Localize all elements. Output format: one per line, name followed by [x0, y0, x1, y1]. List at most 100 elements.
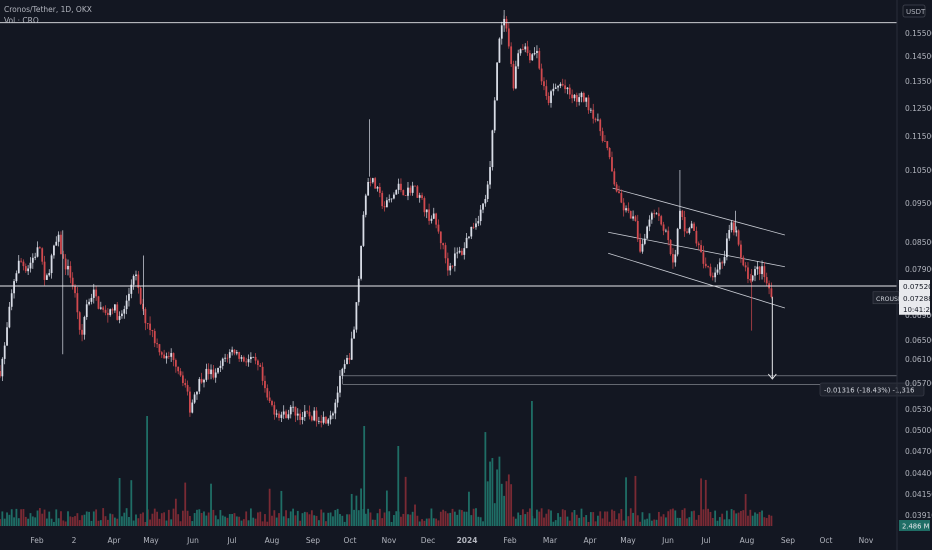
volume-bar [627, 516, 630, 526]
candle-body [259, 365, 262, 367]
volume-bar [285, 510, 287, 526]
time-tick-label: 2024 [457, 536, 478, 545]
candle-body [221, 358, 224, 366]
last-price-tag-box [899, 291, 930, 315]
volume-bar [761, 510, 763, 526]
candle-body [327, 419, 330, 424]
candle-body [360, 245, 362, 279]
candle-body [545, 86, 548, 97]
volume-bar [57, 518, 60, 526]
volume-bar [489, 461, 491, 526]
volume-bar [597, 515, 599, 526]
candle-body [177, 366, 180, 372]
volume-bar [688, 517, 691, 526]
volume-bar [657, 511, 660, 526]
price-tick-label: 0.03910 [905, 511, 932, 520]
volume-bar [142, 512, 144, 526]
volume-bar [219, 510, 222, 526]
time-axis[interactable]: Feb 2 Apr May Jun Jul Aug Sep Oct Nov Dec 2024 Feb Ma… [30, 536, 874, 545]
candle-body [346, 357, 348, 365]
candle-body [278, 413, 280, 418]
volume-bar [744, 494, 747, 526]
candle-body [254, 356, 257, 361]
volume-bar [566, 516, 569, 526]
candle-body [737, 230, 740, 245]
volume-bar [292, 508, 294, 526]
volume-bar [224, 516, 226, 526]
volume-bar [716, 520, 719, 526]
candle-body [214, 372, 217, 378]
volume-bar [618, 513, 620, 526]
candle-body [308, 411, 311, 417]
volume-bar [156, 511, 158, 526]
volume-bar [514, 518, 517, 526]
volume-bar [17, 518, 20, 526]
volume-bar [268, 488, 271, 526]
volume-bar [742, 510, 745, 526]
volume-bar [470, 515, 473, 526]
volume-bar [191, 521, 194, 526]
candle-body [594, 118, 597, 121]
volume-bar [62, 520, 65, 526]
volume-bar [524, 514, 527, 526]
candle-body [765, 277, 768, 284]
volume-bar [217, 519, 219, 526]
symbol-title[interactable]: Cronos/Tether, 1D, OKX [4, 5, 92, 14]
candle-body [585, 97, 588, 102]
volume-bar [303, 511, 306, 526]
candle-body [385, 200, 388, 208]
candle-body [156, 343, 158, 345]
volume-bar [482, 521, 484, 526]
volume-bar [679, 517, 681, 526]
candle-body [573, 94, 576, 99]
volume-bar [711, 517, 714, 526]
volume-legend[interactable]: Vol · CRO [4, 16, 39, 25]
volume-bar [674, 510, 677, 526]
candle-body [264, 380, 266, 389]
time-tick-label: Oct [820, 536, 833, 545]
candle-body [339, 375, 341, 393]
candle-body [249, 356, 252, 360]
candle-body [688, 228, 691, 233]
volume-bar [174, 498, 177, 526]
volume-bar [125, 508, 128, 526]
candle-body [393, 194, 395, 199]
candle-body [186, 385, 189, 392]
volume-bar [106, 519, 109, 526]
candle-body [582, 92, 585, 102]
candle-body [29, 262, 32, 269]
candle-body [681, 210, 684, 218]
volume-bar [439, 511, 442, 526]
volume-bar [552, 521, 555, 526]
candle-body [355, 302, 358, 330]
volume-bar [707, 508, 710, 526]
candle-body [92, 289, 95, 298]
candle-body [193, 394, 196, 403]
candle-body [552, 88, 555, 92]
candle-body [744, 265, 747, 268]
volume-bar [728, 519, 731, 526]
candle-body [444, 245, 447, 259]
candle-body [336, 392, 339, 403]
volume-bar [60, 511, 62, 526]
volume-bar [85, 511, 88, 526]
candle-body [636, 220, 639, 240]
volume-bar [700, 478, 702, 526]
volume-bar [64, 521, 67, 526]
volume-bar [615, 519, 618, 526]
candle-body [261, 366, 264, 381]
volume-bar [683, 508, 686, 526]
candle-body [315, 410, 318, 422]
candle-body [730, 222, 733, 231]
volume-bar [205, 515, 208, 526]
candle-body [184, 383, 187, 386]
candle-body [604, 141, 606, 142]
candle-body [153, 331, 156, 344]
candle-body [439, 231, 442, 244]
volume-bar [733, 510, 735, 526]
volume-bar [247, 520, 250, 526]
volume-bar [765, 517, 768, 526]
candle-body [529, 53, 531, 61]
